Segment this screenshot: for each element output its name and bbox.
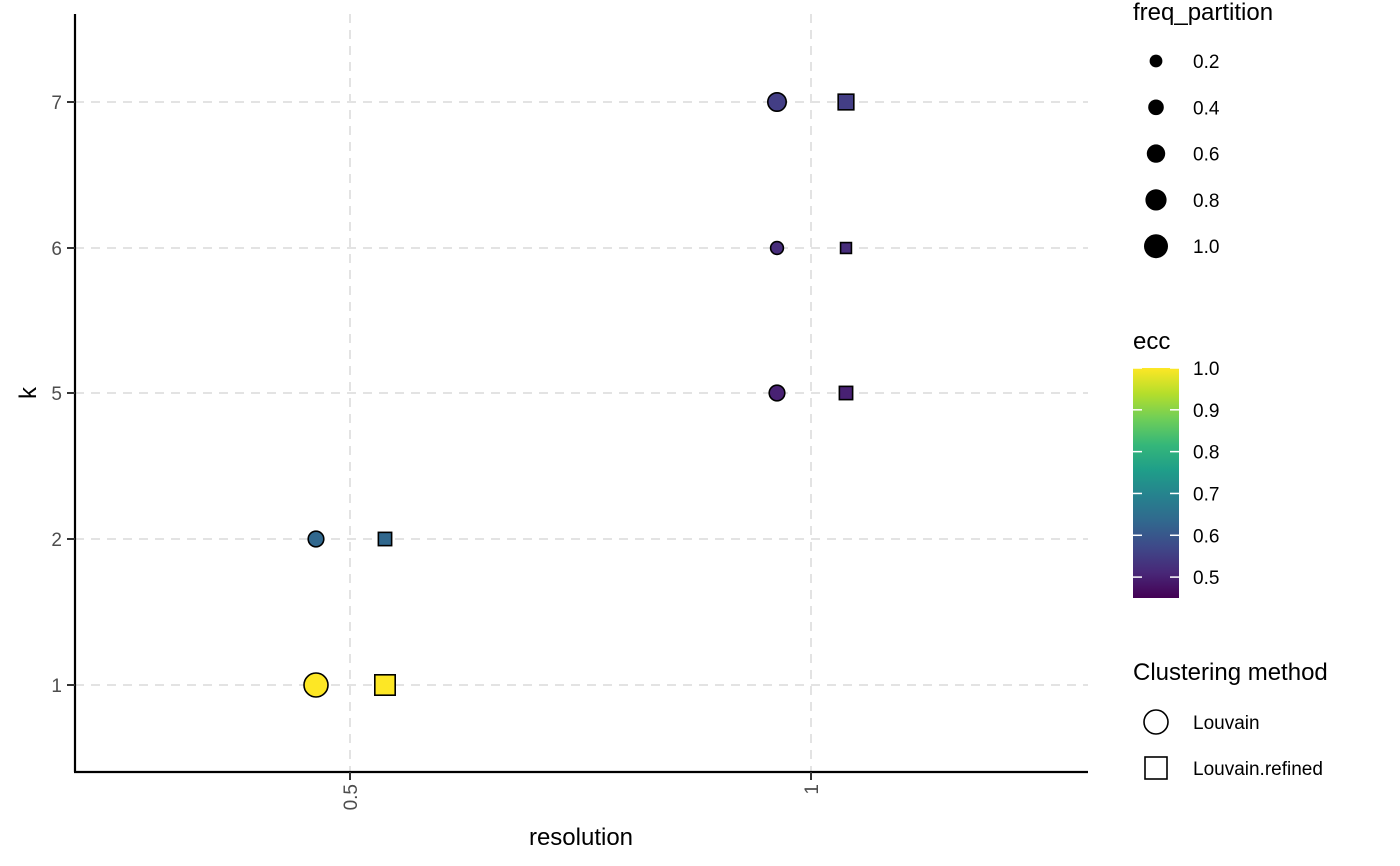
data-point-louvain [769, 240, 785, 256]
data-point-louvain [768, 384, 786, 402]
legend-size-label: 0.6 [1193, 145, 1219, 166]
legend-square-key [1144, 756, 1168, 780]
data-point-louvain [766, 92, 787, 113]
y-tick-label: 1 [51, 676, 62, 697]
data-point-louvain-refined [839, 241, 853, 255]
ecc-tick-label: 1.0 [1193, 359, 1219, 380]
data-point-louvain-refined [837, 93, 855, 111]
legend-shape-label: Louvain.refined [1193, 759, 1323, 780]
legend-freq-partition-title: freq_partition [1133, 0, 1273, 26]
legend-size-label: 0.2 [1193, 52, 1219, 73]
legend-size-key [1149, 54, 1163, 68]
legend-size-key [1144, 234, 1168, 259]
legend-size-key [1145, 189, 1167, 211]
legend-ecc: ecc 1.0 0.9 0.8 0.7 0.6 0.5 [1133, 328, 1219, 598]
x-tick-label: 1 [802, 784, 823, 795]
legend-freq-partition: freq_partition 0.2 0.4 0.6 0.8 1.0 [1133, 0, 1273, 259]
ecc-colorbar [1133, 368, 1179, 598]
data-points [303, 92, 855, 698]
data-point-louvain-refined [838, 385, 854, 401]
legend-size-label: 1.0 [1193, 237, 1219, 258]
y-tick-label: 7 [51, 93, 62, 114]
ecc-tick-label: 0.6 [1193, 526, 1219, 547]
y-tick-label: 6 [51, 239, 62, 260]
legend-size-key [1146, 144, 1166, 163]
legend-clustering-method: Clustering method Louvain Louvain.refined [1133, 659, 1328, 780]
legend-clustering-method-title: Clustering method [1133, 659, 1328, 686]
y-tick-label: 2 [51, 530, 62, 551]
legend-shape-label: Louvain [1193, 713, 1260, 734]
data-point-louvain-refined [373, 673, 396, 696]
legend-size-key [1148, 99, 1164, 116]
legend-size-label: 0.4 [1193, 98, 1220, 119]
legend-size-label: 0.8 [1193, 191, 1219, 212]
legend-circle-key [1143, 709, 1169, 735]
x-tick-label: 0.5 [341, 784, 362, 810]
ecc-tick-label: 0.5 [1193, 568, 1219, 589]
y-axis-title: k [15, 386, 42, 399]
data-point-louvain [307, 530, 325, 548]
data-point-louvain [303, 672, 329, 698]
x-gridlines [349, 14, 812, 772]
y-gridlines [75, 101, 1088, 686]
y-axis-ticks: 1 2 5 6 7 [51, 93, 75, 697]
ecc-tick-label: 0.7 [1193, 484, 1219, 505]
ecc-tick-label: 0.8 [1193, 443, 1219, 464]
y-tick-label: 5 [51, 384, 62, 405]
legend-ecc-title: ecc [1133, 328, 1170, 355]
x-axis-ticks: 0.5 1 [341, 772, 823, 810]
data-point-louvain-refined [377, 531, 393, 547]
ecc-tick-label: 0.9 [1193, 401, 1219, 422]
x-axis-title: resolution [529, 824, 633, 851]
